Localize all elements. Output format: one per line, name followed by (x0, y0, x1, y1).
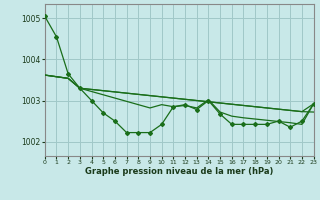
X-axis label: Graphe pression niveau de la mer (hPa): Graphe pression niveau de la mer (hPa) (85, 167, 273, 176)
